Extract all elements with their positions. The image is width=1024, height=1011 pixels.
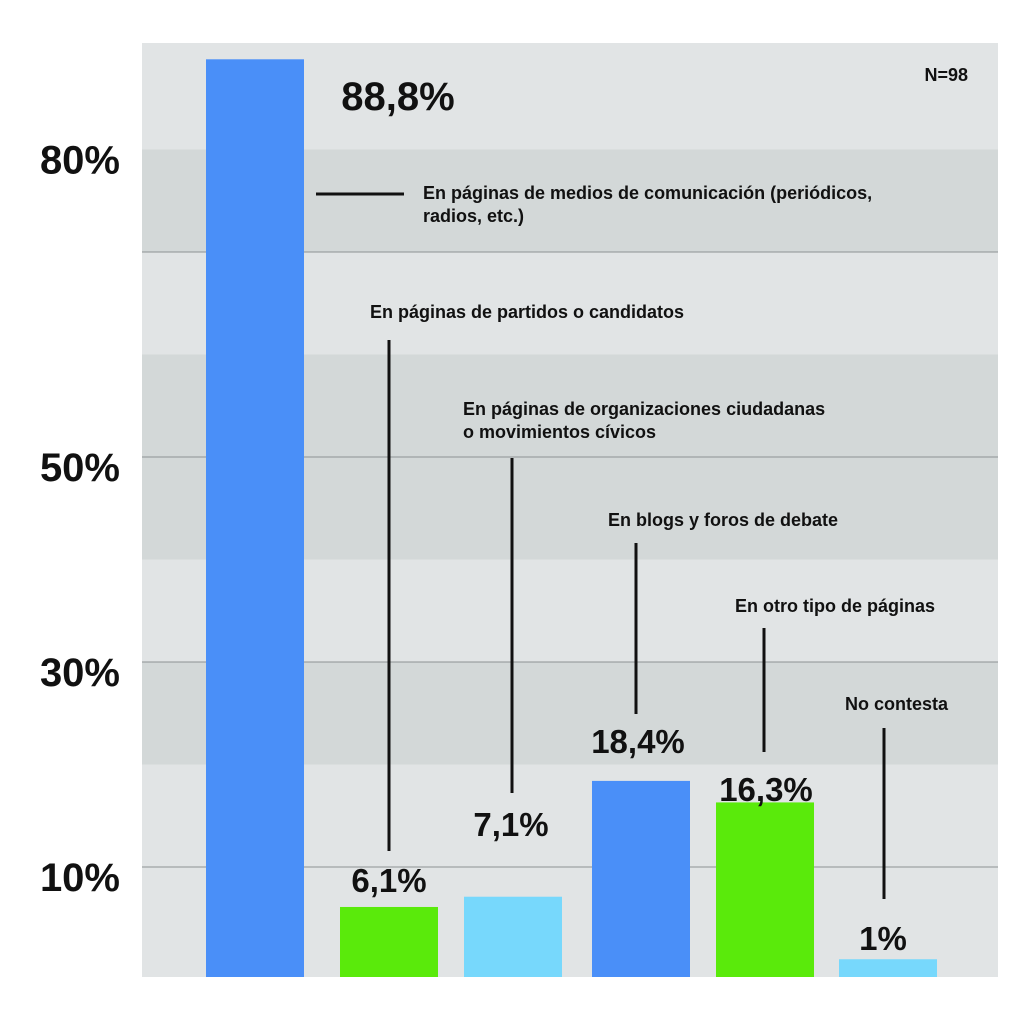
leader-lines bbox=[316, 192, 886, 899]
category-label-line: En páginas de organizaciones ciudadanas bbox=[463, 399, 825, 419]
data-label: 88,8% bbox=[341, 75, 454, 119]
data-label: 6,1% bbox=[351, 862, 426, 899]
y-tick-label: 30% bbox=[40, 651, 120, 695]
y-axis-ticks: 10% 30% 50% 80% bbox=[40, 139, 120, 901]
bar bbox=[340, 906, 438, 977]
category-label-line: En páginas de partidos o candidatos bbox=[370, 302, 684, 322]
data-label: 18,4% bbox=[591, 723, 685, 760]
bar bbox=[592, 780, 690, 977]
bar bbox=[464, 896, 562, 977]
category-label-line: No contesta bbox=[845, 694, 949, 714]
category-label-line: En blogs y foros de debate bbox=[608, 510, 838, 530]
category-label: En páginas de partidos o candidatos bbox=[370, 302, 684, 322]
y-tick-label: 80% bbox=[40, 139, 120, 183]
category-label-line: radios, etc.) bbox=[423, 206, 524, 226]
category-label: En páginas de organizaciones ciudadanas o… bbox=[463, 399, 825, 442]
value-labels: 88,8% 6,1% 7,1% 18,4% 16,3% 1% bbox=[341, 75, 907, 957]
category-label-line: En otro tipo de páginas bbox=[735, 596, 935, 616]
data-label: 7,1% bbox=[473, 806, 548, 843]
bar bbox=[839, 959, 937, 977]
y-tick-label: 50% bbox=[40, 446, 120, 490]
data-label: 16,3% bbox=[719, 771, 813, 808]
category-label-line: En páginas de medios de comunicación (pe… bbox=[423, 183, 872, 203]
category-labels: En páginas de medios de comunicación (pe… bbox=[370, 183, 949, 714]
category-label-line: o movimientos cívicos bbox=[463, 422, 656, 442]
category-label: En páginas de medios de comunicación (pe… bbox=[423, 183, 872, 226]
y-tick-label: 10% bbox=[40, 856, 120, 900]
sample-size-note: N=98 bbox=[924, 65, 968, 85]
bar bbox=[716, 802, 814, 977]
category-label: En blogs y foros de debate bbox=[608, 510, 838, 530]
category-label: En otro tipo de páginas bbox=[735, 596, 935, 616]
bar bbox=[206, 59, 304, 978]
data-label: 1% bbox=[859, 920, 907, 957]
category-label: No contesta bbox=[845, 694, 949, 714]
bars bbox=[206, 59, 937, 978]
